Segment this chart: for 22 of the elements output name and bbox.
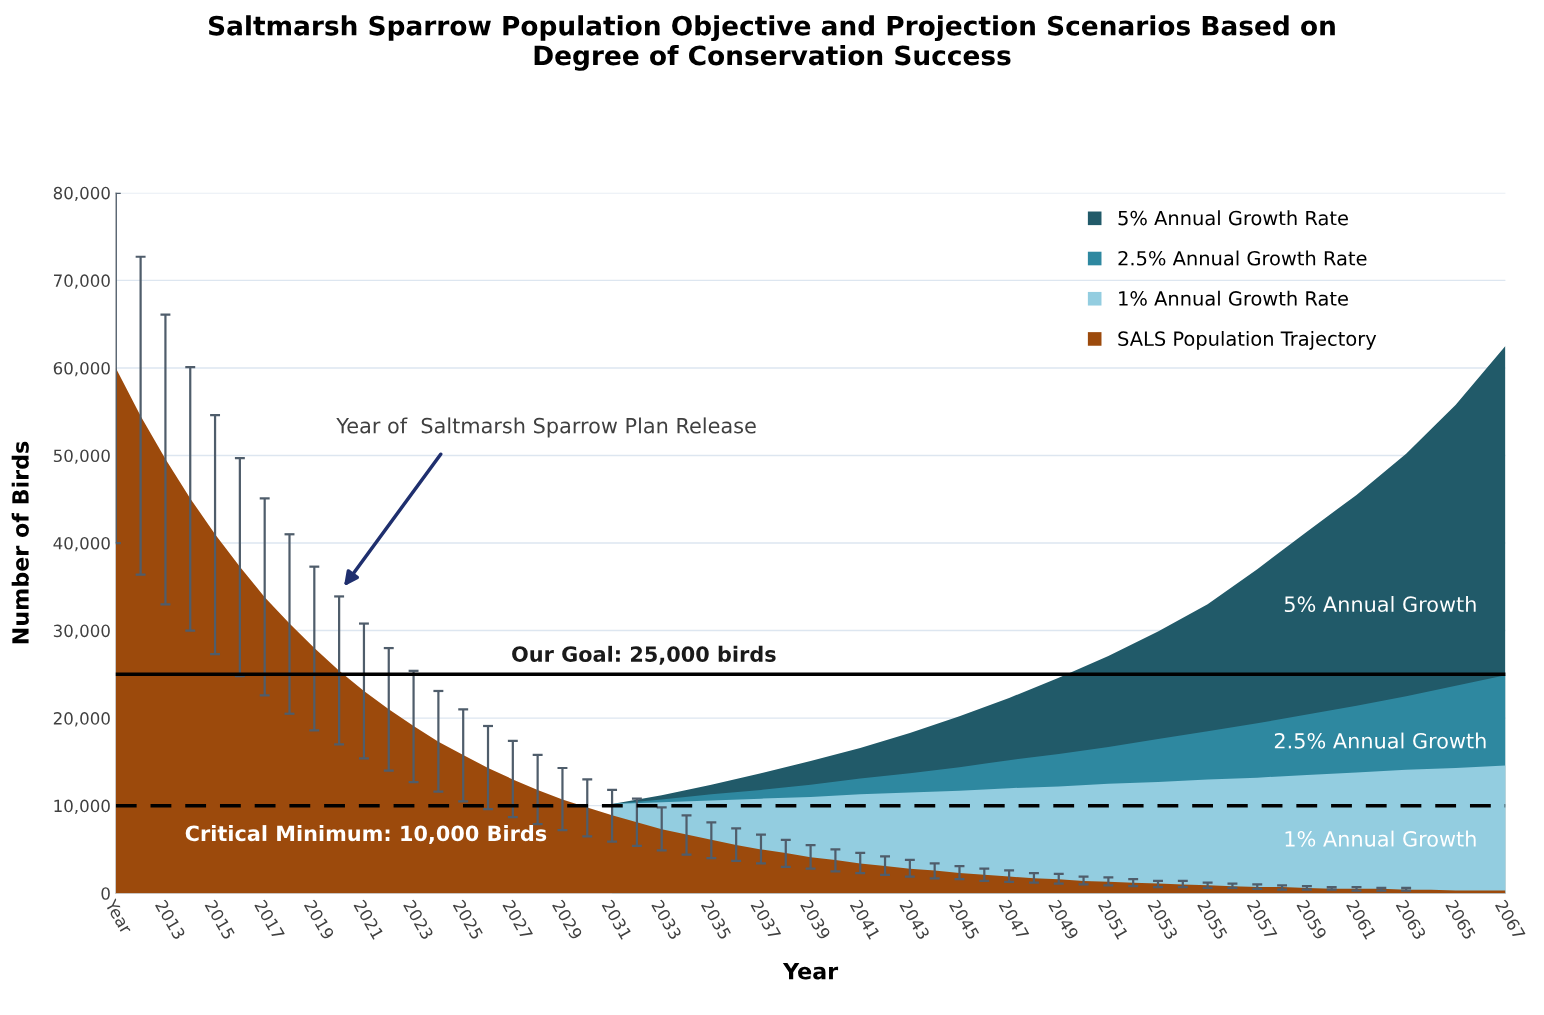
y-tick-label: 70,000 [53,274,110,289]
legend-label: 2.5% Annual Growth Rate [1118,250,1367,266]
ref-line-label: Our Goal: 25,000 birds [512,645,776,665]
y-tick-label: 50,000 [53,449,110,464]
y-tick-label: 20,000 [53,712,110,727]
annotation: Year of Saltmarsh Sparrow Plan Release [336,417,756,438]
legend-label: 1% Annual Growth Rate [1119,290,1348,306]
y-tick-label: 0 [101,887,110,900]
annotation: 1% Annual Growth [1285,830,1476,847]
y-tick-label: 80,000 [53,186,110,202]
y-tick-label: 60,000 [53,361,110,377]
y-tick-label: 10,000 [54,799,110,814]
chart-title: Saltmarsh Sparrow Population Objective and Projection Scenarios Based on Degree of Conservation Success [209,15,1335,71]
y-tick-label: 30,000 [53,624,110,639]
annotation: 2.5% Annual Growth [1274,732,1486,749]
legend-label: SALS Population Trajectory [1118,330,1377,350]
y-axis-title: Number of Birds [11,441,29,644]
x-axis-title: Year [782,962,839,980]
y-tick-label: 40,000 [53,536,110,552]
annotation: 5% Annual Growth [1284,595,1476,613]
legend-label: 5% Annual Growth Rate [1118,210,1348,226]
ref-line-label: Critical Minimum: 10,000 Birds [185,825,547,844]
